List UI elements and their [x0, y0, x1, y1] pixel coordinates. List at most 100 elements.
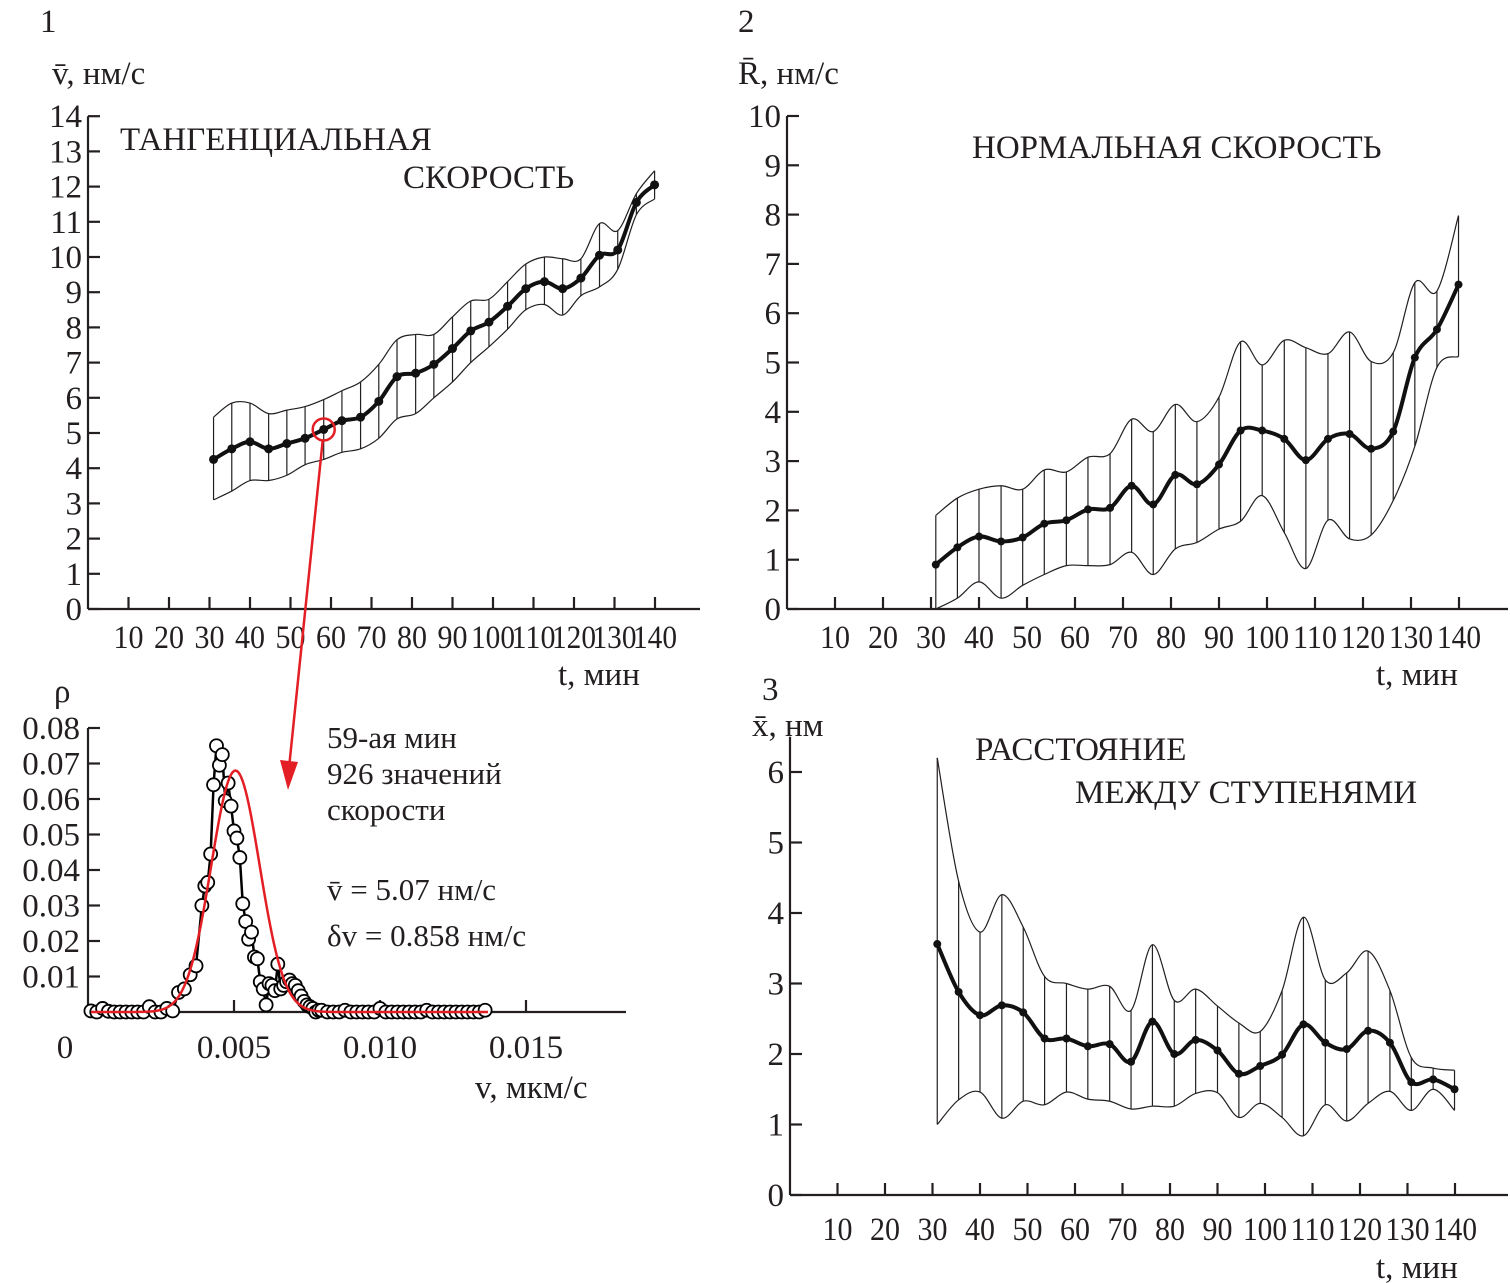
- y-tick-label: 0.07: [22, 747, 80, 783]
- x-tick-label: 140: [1437, 620, 1481, 656]
- highlight-circle: [311, 417, 336, 442]
- data-point: [1236, 426, 1245, 435]
- panel-2-number: 2: [738, 4, 755, 40]
- panel-1-title-line-1: ТАНГЕНЦИАЛЬНАЯ: [120, 122, 432, 158]
- panel-3-number: 3: [762, 672, 779, 708]
- panel-2-ylabel: R̄, нм/с: [738, 56, 839, 92]
- data-point: [1083, 1042, 1092, 1051]
- x-tick-label: 100: [471, 620, 515, 656]
- x-tick-label: 30: [195, 620, 225, 656]
- data-point: [997, 1001, 1006, 1010]
- x-tick-label: 0.015: [489, 1030, 563, 1066]
- y-tick-label: 7: [66, 346, 83, 382]
- y-tick-label: 3: [765, 444, 782, 480]
- y-tick-label: 3: [768, 967, 785, 1003]
- data-point: [429, 359, 439, 369]
- y-tick-label: 0: [66, 592, 83, 628]
- data-point: [1364, 1026, 1373, 1035]
- x-tick-label: 70: [1108, 620, 1138, 656]
- histogram-point: [477, 1002, 493, 1018]
- lower-bound-line: [936, 1088, 1455, 1137]
- x-tick-label: 120: [552, 620, 596, 656]
- dist-annotation-mean: v̄ = 5.07 нм/с: [327, 872, 496, 907]
- x-tick-label: 130: [1386, 1212, 1430, 1248]
- y-tick-label: 14: [49, 99, 82, 135]
- data-point: [1191, 1035, 1200, 1044]
- data-point: [1407, 1078, 1416, 1087]
- x-tick-label: 90: [438, 620, 468, 656]
- data-point: [227, 444, 237, 454]
- y-tick-label: 0.04: [22, 853, 80, 889]
- data-point: [1450, 1085, 1459, 1094]
- x-tick-label: 110: [512, 620, 556, 656]
- histogram-point: [229, 830, 245, 846]
- x-tick-label: 60: [316, 620, 346, 656]
- data-point: [1429, 1075, 1438, 1084]
- data-point: [319, 424, 329, 434]
- x-tick-label: 90: [1204, 620, 1234, 656]
- y-tick-label: 10: [748, 99, 781, 135]
- x-tick-label: 0.010: [343, 1030, 417, 1066]
- panel-1-xlabel: t, мин: [558, 657, 640, 693]
- x-tick-label: 140: [1433, 1212, 1477, 1248]
- connector-arrow: [280, 440, 324, 790]
- data-point: [1321, 1038, 1330, 1047]
- x-tick-label: 120: [1341, 620, 1385, 656]
- lower-bound-line: [213, 198, 655, 501]
- lower-bound-line: [935, 356, 1459, 610]
- data-point: [1432, 325, 1441, 334]
- y-tick-label: 0: [765, 592, 782, 628]
- histogram-point: [232, 850, 248, 865]
- panel-3-xlabel: t, мин: [1376, 1250, 1458, 1283]
- data-point: [539, 277, 549, 287]
- data-point: [1454, 280, 1463, 289]
- x-tick-label: 70: [1108, 1212, 1138, 1248]
- data-point: [1323, 434, 1332, 443]
- data-point: [1385, 1038, 1394, 1047]
- y-tick-label: 0.02: [22, 924, 80, 960]
- data-point: [503, 301, 513, 311]
- data-point: [1367, 444, 1376, 453]
- dist-annotation-count: 926 значений: [327, 756, 502, 791]
- data-point: [1410, 353, 1419, 362]
- data-point: [1040, 519, 1049, 528]
- panel-3-title-line-2: МЕЖДУ СТУПЕНЯМИ: [1075, 775, 1417, 811]
- data-point: [1062, 1034, 1071, 1043]
- y-tick-label: 9: [66, 275, 83, 311]
- data-point: [1062, 516, 1071, 525]
- x-tick-label: 10: [823, 1212, 853, 1248]
- upper-bound-line: [213, 170, 656, 418]
- panel-2-title-line-1: НОРМАЛЬНАЯ СКОРОСТЬ: [972, 130, 1382, 166]
- data-point: [1280, 434, 1289, 443]
- histogram-point: [249, 951, 265, 967]
- y-tick-label: 2: [66, 522, 83, 558]
- data-point: [1256, 1061, 1265, 1070]
- x-tick-label: 0.005: [197, 1030, 271, 1066]
- data-point: [1299, 1020, 1308, 1029]
- dist-xlabel: v, мкм/с: [475, 1070, 587, 1106]
- data-point: [1258, 426, 1267, 435]
- data-point: [1083, 505, 1092, 514]
- x-tick-label: 140: [633, 620, 677, 656]
- x-tick-label: 10: [820, 620, 850, 656]
- histogram-point: [223, 798, 239, 814]
- data-point: [300, 433, 310, 443]
- data-point: [1040, 1034, 1049, 1043]
- dist-annotation-std: δv = 0.858 нм/с: [327, 918, 526, 953]
- data-point: [931, 560, 940, 569]
- panel-distribution: ρ v, мкм/с 59-ая мин 926 значений скорос…: [22, 674, 626, 1106]
- y-tick-label: 0.06: [22, 782, 80, 818]
- x-tick-label: 90: [1203, 1212, 1233, 1248]
- data-point: [1389, 427, 1398, 436]
- dist-annotation-minute: 59-ая мин: [327, 720, 457, 755]
- x-tick-label: 60: [1060, 1212, 1090, 1248]
- y-tick-label: 6: [765, 296, 782, 332]
- histogram-point: [214, 747, 230, 763]
- x-tick-label: 70: [357, 620, 387, 656]
- data-point: [631, 197, 641, 207]
- data-point: [448, 344, 457, 354]
- data-point: [264, 444, 274, 454]
- data-point: [466, 326, 476, 336]
- x-tick-label: 100: [1243, 1212, 1287, 1248]
